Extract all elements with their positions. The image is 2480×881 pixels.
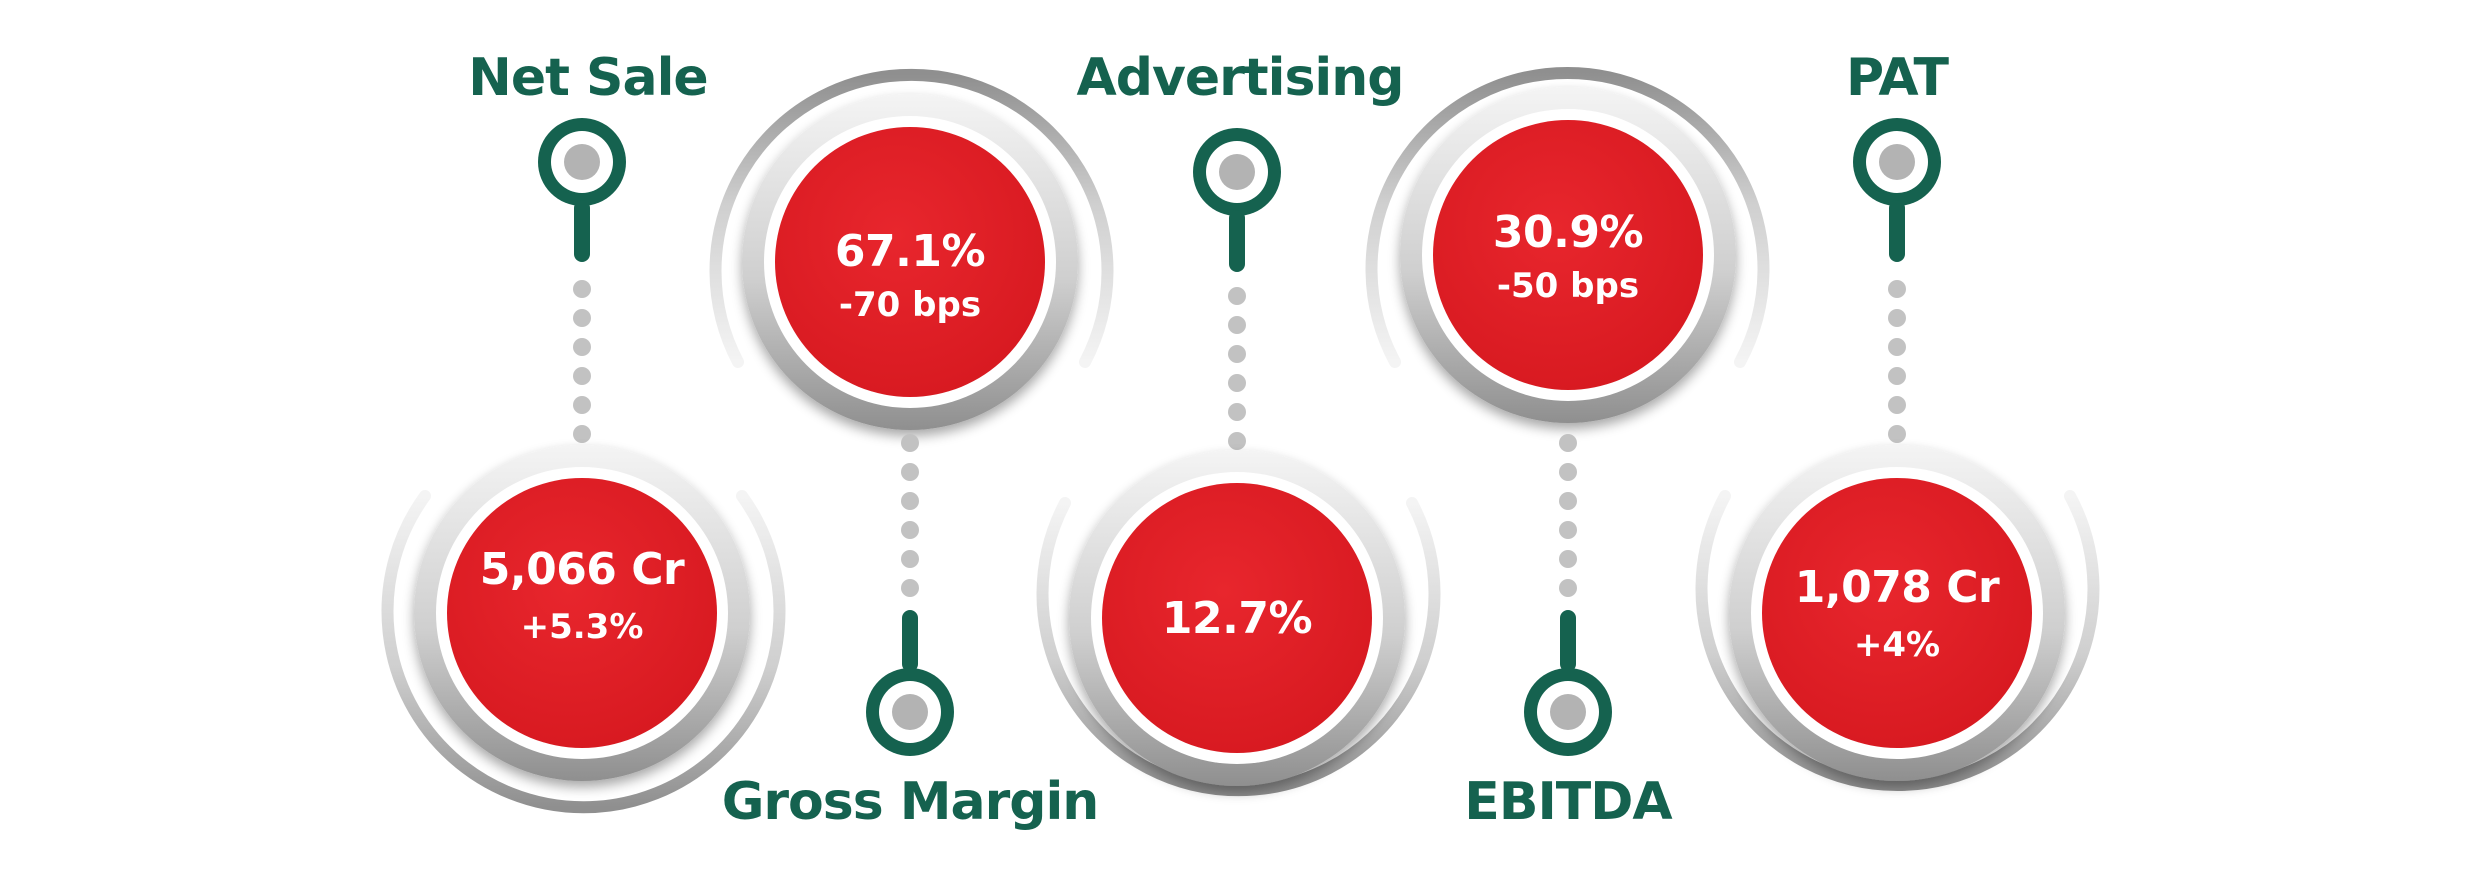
metric-ebitda: 30.9% -50 bps EBITDA [1365,66,1770,832]
metric-value-net-sale: 5,066 Cr [480,544,685,595]
metric-change-pat: +4% [1854,625,1940,665]
dotted-connector [901,434,919,597]
metric-change-net-sale: +5.3% [521,607,644,647]
metric-change-gross-margin: -70 bps [839,285,981,325]
pin-icon [1853,118,1941,262]
dotted-connector [573,280,591,443]
value-badge-advertising: 12.7% [1036,450,1441,797]
metric-label-gross-margin: Gross Margin [722,772,1099,832]
dotted-connector [1559,434,1577,597]
value-badge-ebitda: 30.9% -50 bps [1365,66,1770,423]
pin-icon [1193,128,1281,272]
metric-label-ebitda: EBITDA [1464,772,1672,832]
dotted-connector [1888,280,1906,443]
dotted-connector [1228,287,1246,450]
metric-advertising: Advertising 12.7% [1036,48,1441,797]
pin-icon [1524,610,1612,756]
value-badge-gross-margin: 67.1% -70 bps [709,68,1114,430]
value-badge-net-sale: 5,066 Cr +5.3% [381,445,786,814]
metric-net-sale: Net Sale 5,066 Cr +5.3% [381,48,786,814]
pin-icon [866,610,954,756]
metric-pat: PAT 1,078 Cr +4% [1695,48,2100,792]
metric-label-pat: PAT [1846,48,1950,108]
metric-value-pat: 1,078 Cr [1795,562,2000,613]
metric-value-ebitda: 30.9% [1493,207,1643,258]
pin-icon [538,118,626,262]
metric-gross-margin: 67.1% -70 bps Gross Margin [709,68,1114,832]
metric-label-advertising: Advertising [1077,48,1404,108]
metric-value-advertising: 12.7% [1162,593,1312,644]
metric-value-gross-margin: 67.1% [835,226,985,277]
metric-label-net-sale: Net Sale [468,48,707,108]
metric-change-ebitda: -50 bps [1497,266,1639,306]
value-badge-pat: 1,078 Cr +4% [1695,445,2100,792]
